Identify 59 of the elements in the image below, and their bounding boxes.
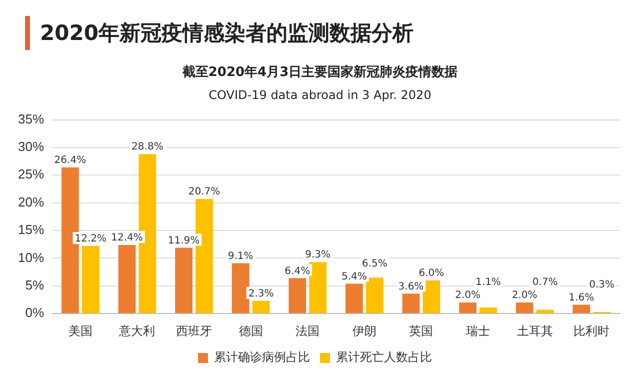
x-tick-label: 德国 bbox=[238, 324, 263, 338]
legend-label: 累计确诊病例占比 bbox=[214, 350, 310, 364]
y-tick-label: 30% bbox=[18, 139, 44, 154]
y-tick-label: 20% bbox=[18, 194, 44, 210]
legend-label: 累计死亡人数占比 bbox=[336, 350, 432, 364]
y-tick-label: 35% bbox=[18, 111, 44, 126]
x-tick-label: 法国 bbox=[296, 324, 320, 338]
x-tick-label: 美国 bbox=[68, 324, 92, 338]
bar bbox=[480, 308, 497, 314]
data-label: 0.7% bbox=[532, 277, 558, 288]
data-label: 5.4% bbox=[341, 271, 367, 282]
bar bbox=[252, 300, 270, 314]
data-label: 12.4% bbox=[111, 232, 143, 244]
bar bbox=[82, 246, 100, 314]
data-label: 6.5% bbox=[362, 258, 388, 270]
data-label: 28.8% bbox=[132, 142, 164, 153]
bar bbox=[345, 284, 363, 314]
bar bbox=[459, 302, 476, 314]
x-tick-label: 意大利 bbox=[118, 324, 156, 338]
y-tick-label: 15% bbox=[18, 222, 44, 238]
bar bbox=[536, 310, 554, 314]
bar bbox=[232, 263, 250, 314]
data-label: 3.6% bbox=[398, 281, 424, 292]
bar bbox=[309, 262, 327, 314]
data-label: 20.7% bbox=[188, 186, 220, 198]
data-label: 0.3% bbox=[589, 279, 615, 290]
x-tick-label: 土耳其 bbox=[516, 324, 553, 338]
x-tick-label: 西班牙 bbox=[176, 324, 212, 338]
text: COVID-19 data abroad in 3 Apr. 2020 bbox=[208, 88, 432, 102]
bar bbox=[366, 278, 384, 314]
chart-title: 2020年新冠疫情感染者的监测数据分析 bbox=[40, 20, 414, 47]
bar bbox=[175, 248, 192, 314]
x-tick-label: 伊朗 bbox=[352, 324, 376, 338]
data-label: 2.0% bbox=[512, 290, 538, 302]
y-tick-label: 25% bbox=[18, 166, 44, 182]
data-label: 11.9% bbox=[168, 235, 200, 246]
y-tick-label: 10% bbox=[18, 250, 44, 265]
bar bbox=[422, 280, 440, 314]
bar bbox=[118, 244, 136, 314]
bar bbox=[572, 304, 590, 314]
chart-subtitle: 截至2020年4月3日主要国家新冠肺炎疫情数据 bbox=[181, 64, 459, 81]
data-label: 9.1% bbox=[228, 250, 254, 262]
x-tick-label: 英国 bbox=[409, 324, 434, 338]
y-tick-label: 5% bbox=[25, 277, 44, 292]
data-label: 12.2% bbox=[74, 234, 107, 245]
bar bbox=[516, 302, 534, 314]
x-tick-label: 瑞士 bbox=[466, 324, 490, 338]
data-label: 6.0% bbox=[418, 268, 444, 279]
data-label: 2.3% bbox=[248, 288, 274, 300]
data-label: 1.1% bbox=[476, 277, 501, 288]
data-label: 26.4% bbox=[54, 155, 86, 166]
data-label: 2.0% bbox=[455, 290, 480, 302]
data-label: 1.6% bbox=[568, 292, 594, 304]
bar bbox=[288, 278, 306, 314]
bar bbox=[402, 294, 420, 314]
x-tick-label: 比利时 bbox=[574, 324, 610, 338]
data-label: 9.3% bbox=[305, 250, 331, 261]
data-label: 6.4% bbox=[284, 266, 310, 277]
y-tick-label: 0% bbox=[25, 305, 44, 320]
